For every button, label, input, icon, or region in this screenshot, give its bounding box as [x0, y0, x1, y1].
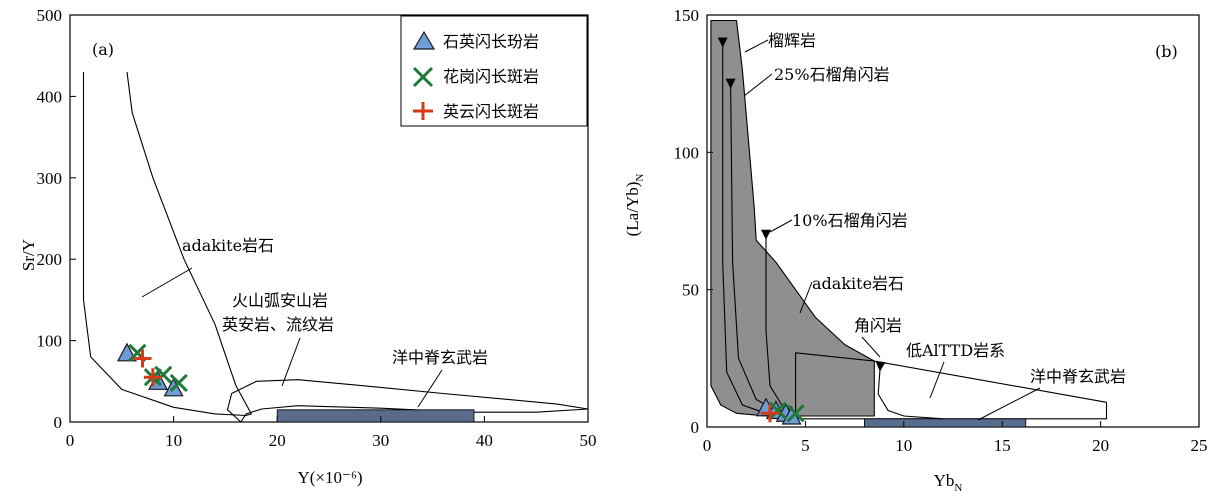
a-point-x-2 [154, 365, 173, 384]
a-xtick-label-1: 10 [165, 431, 182, 450]
panel-b-tag: (b) [1155, 42, 1178, 61]
eclogite-label: 榴辉岩 [768, 31, 816, 50]
b-curve-3 [875, 361, 944, 420]
b-xtick-label-2: 10 [895, 436, 912, 455]
b-field-1 [795, 352, 1108, 420]
a-field-0 [82, 71, 252, 417]
a-ytick-label-4: 400 [37, 87, 63, 106]
garnet-amphibolite-25-label: 25%石榴角闪岩 [774, 65, 890, 84]
panel-b: 0 5 10 15 20 25 0 50 100 150 (b) 榴辉岩 25%石榴角闪岩 10%… [623, 6, 1208, 494]
x-axis-label-a: Y(×10⁻⁶) [297, 468, 362, 487]
legend-box [400, 15, 588, 127]
adakite-leader-a [141, 267, 193, 298]
amphibolite-label: 角闪岩 [854, 316, 902, 335]
panel-a-tag: (a) [92, 40, 114, 59]
a-xtick-label-3: 30 [372, 431, 389, 450]
a-ytick-label-5: 500 [37, 6, 63, 25]
a-xtick-label-2: 20 [269, 431, 286, 450]
a-point-x-3 [169, 373, 188, 392]
legend-label-1: 石英闪长玢岩 [443, 32, 539, 51]
x-axis-label-b: YbN [934, 471, 963, 494]
b-xtick-label-5: 25 [1191, 436, 1208, 455]
b-field-2 [864, 418, 1027, 428]
triangle-icon [412, 30, 436, 50]
a-xtick-label-5: 50 [580, 431, 597, 450]
a-ytick-label-0: 0 [54, 413, 63, 432]
a-ytick-label-3: 300 [37, 169, 63, 188]
a-field-2 [276, 409, 475, 423]
b-ytick-label-2: 100 [674, 143, 700, 162]
adakite-label-b: adakite岩石 [812, 274, 904, 293]
garnet-amphibolite-25-leader [743, 73, 773, 97]
b-point-plus-0 [760, 404, 779, 423]
b-xtick-label-1: 5 [801, 436, 810, 455]
adakite-label-a: adakite岩石 [182, 236, 274, 255]
y-axis-label-a: Sr/Y [19, 239, 38, 271]
x-marker-icon [412, 66, 434, 88]
b-ytick-label-0: 0 [691, 418, 700, 437]
arc-label-line1: 火山弧安山岩 [232, 291, 328, 310]
arc-leader [281, 337, 301, 387]
plus-marker-icon [413, 102, 433, 120]
legend: 石英闪长玢岩 花岗闪长斑岩 英云闪长斑岩 [400, 15, 588, 127]
legend-label-3: 英云闪长斑岩 [443, 102, 539, 121]
garnet-amphibolite-10-leader [769, 219, 793, 233]
b-ytick-label-1: 50 [682, 281, 699, 300]
a-xtick-label-0: 0 [66, 431, 75, 450]
a-xtick-label-4: 40 [476, 431, 493, 450]
a-field-1 [226, 379, 589, 423]
eclogite-leader [744, 39, 769, 53]
low-al-ttd-leader [929, 361, 945, 399]
morb-label-b: 洋中脊玄武岩 [1030, 367, 1126, 386]
b-field-0 [710, 19, 875, 417]
b-point-x-1 [786, 404, 805, 423]
a-point-plus-1 [143, 368, 162, 387]
low-al-ttd-label: 低AlTTD岩系 [906, 341, 1005, 360]
b-xtick-label-0: 0 [703, 436, 712, 455]
a-point-plus-0 [133, 349, 152, 368]
a-ytick-label-2: 200 [37, 250, 63, 269]
arc-label-line2: 英安岩、流纹岩 [222, 315, 334, 334]
morb-label-a: 洋中脊玄武岩 [392, 348, 488, 367]
garnet-amphibolite-10-label: 10%石榴角闪岩 [792, 211, 908, 230]
amphibolite-leader [861, 336, 881, 358]
b-xtick-label-3: 15 [994, 436, 1011, 455]
adakite-leader-b [799, 281, 813, 314]
a-ytick-label-1: 100 [37, 332, 63, 351]
morb-leader-a [417, 369, 443, 408]
b-ytick-label-3: 150 [674, 6, 700, 25]
morb-leader-b [977, 387, 1041, 421]
b-xtick-label-4: 20 [1092, 436, 1109, 455]
legend-label-2: 花岗闪长斑岩 [443, 67, 539, 86]
y-axis-label-b: (La/Yb)N [623, 174, 646, 237]
b-point-x-0 [768, 401, 787, 420]
